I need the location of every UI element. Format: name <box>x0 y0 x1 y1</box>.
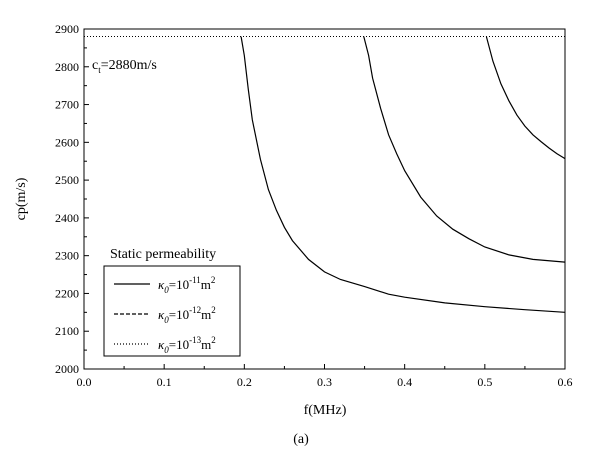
y-tick-label: 2500 <box>55 173 79 187</box>
series-line-2 <box>363 36 566 263</box>
x-tick-label: 0.2 <box>237 375 252 389</box>
legend-title: Static permeability <box>110 247 216 262</box>
x-tick-label: 0.0 <box>77 375 92 389</box>
x-tick-label: 0.5 <box>477 375 492 389</box>
series-line-3 <box>485 36 566 160</box>
y-tick-label: 2300 <box>55 249 79 263</box>
y-tick-label: 2400 <box>55 211 79 225</box>
series-line-1 <box>240 36 566 313</box>
y-tick-label: 2900 <box>55 22 79 36</box>
y-tick-label: 2800 <box>55 60 79 74</box>
y-tick-label: 2700 <box>55 98 79 112</box>
y-axis-label: cp(m/s) <box>14 177 29 220</box>
x-tick-label: 0.3 <box>317 375 332 389</box>
x-axis-label: f(MHz) <box>304 403 347 418</box>
legend-label: κ0=10-12m2 <box>158 305 216 325</box>
y-tick-label: 2100 <box>55 324 79 338</box>
legend-label: κ0=10-11m2 <box>158 275 215 295</box>
y-tick-label: 2200 <box>55 286 79 300</box>
x-tick-label: 0.4 <box>397 375 412 389</box>
x-tick-label: 0.1 <box>157 375 172 389</box>
x-tick-label: 0.6 <box>558 375 573 389</box>
figure-caption: (a) <box>293 432 309 447</box>
legend-box <box>103 265 241 357</box>
legend-label: κ0=10-13m2 <box>158 335 216 355</box>
annotation-ct: ct=2880m/s <box>92 58 157 75</box>
y-tick-label: 2000 <box>55 362 79 376</box>
y-tick-label: 2600 <box>55 135 79 149</box>
